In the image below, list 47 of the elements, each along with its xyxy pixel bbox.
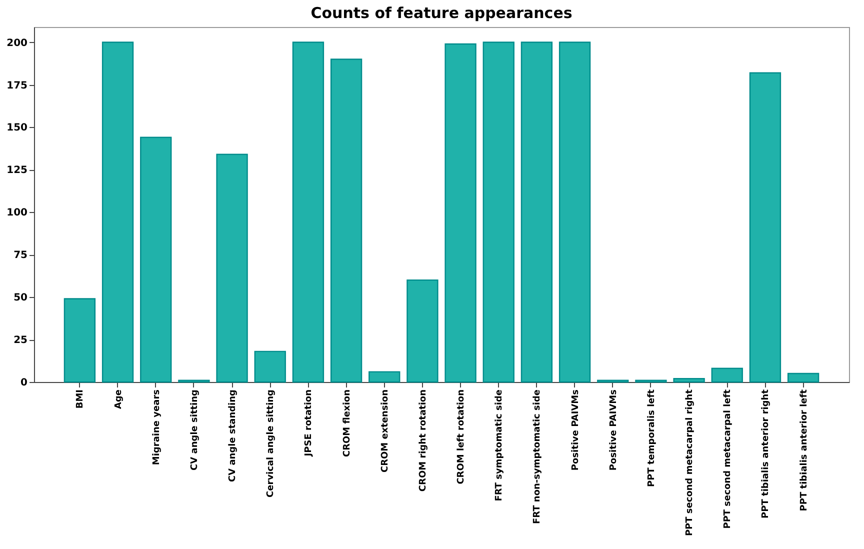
y-tick-label: 100 <box>6 208 28 219</box>
bar <box>216 154 248 383</box>
x-tick-label: PPT tibialis anterior right <box>761 388 772 518</box>
x-tick-label: CROM right rotation <box>418 390 428 492</box>
bar <box>482 42 514 383</box>
bar <box>330 58 362 383</box>
bar <box>102 42 134 383</box>
y-tick-label: 75 <box>14 250 28 262</box>
x-tick-label: BMI <box>76 390 86 409</box>
x-tick-label: CV angle standing <box>228 390 238 482</box>
bar <box>558 42 591 383</box>
bar <box>406 279 438 383</box>
y-tick-label: 125 <box>6 165 28 176</box>
x-tick-label: CROM left rotation <box>456 390 467 484</box>
bar <box>292 42 324 383</box>
bar <box>749 72 782 383</box>
y-tick-label: 50 <box>14 292 28 304</box>
bar <box>673 378 705 383</box>
x-tick-label: CROM flexion <box>342 390 352 458</box>
bar <box>368 371 400 383</box>
x-tick-label: CROM extension <box>380 390 390 473</box>
bar <box>787 372 820 383</box>
chart-title: Counts of feature appearances <box>310 4 572 22</box>
bar <box>520 42 553 383</box>
y-tick-label: 200 <box>6 38 28 49</box>
x-tick-label: PPT tibialis anterior left <box>799 388 810 512</box>
x-tick-label: Positive PAIVMs <box>570 390 581 471</box>
x-tick-label: JPSE rotation <box>304 390 314 458</box>
x-tick-label: Positive PAIVMs <box>608 390 619 471</box>
x-tick-label: CV angle sitting <box>190 390 200 470</box>
x-tick-label: FRT non-symptomatic side <box>532 390 543 524</box>
bar <box>64 298 96 383</box>
x-tick-label: FRT symptomatic side <box>494 390 505 502</box>
x-tick-label: PPT temporalis left <box>646 388 657 487</box>
x-tick-label: PPT second metacarpal right <box>685 388 696 536</box>
y-tick-label: 0 <box>20 378 28 388</box>
y-tick-label: 25 <box>14 335 28 346</box>
x-tick-label: Age <box>114 390 124 410</box>
x-tick-label: Migraine years <box>152 390 162 466</box>
y-tick-label: 175 <box>6 80 28 92</box>
x-tick-label: PPT second metacarpal left <box>723 388 734 529</box>
y-tick-label: 150 <box>6 122 28 134</box>
bar <box>711 368 743 383</box>
bar <box>254 350 286 383</box>
bar <box>444 43 476 383</box>
x-tick-label: Cervical angle sitting <box>266 390 276 498</box>
bar <box>140 136 172 383</box>
